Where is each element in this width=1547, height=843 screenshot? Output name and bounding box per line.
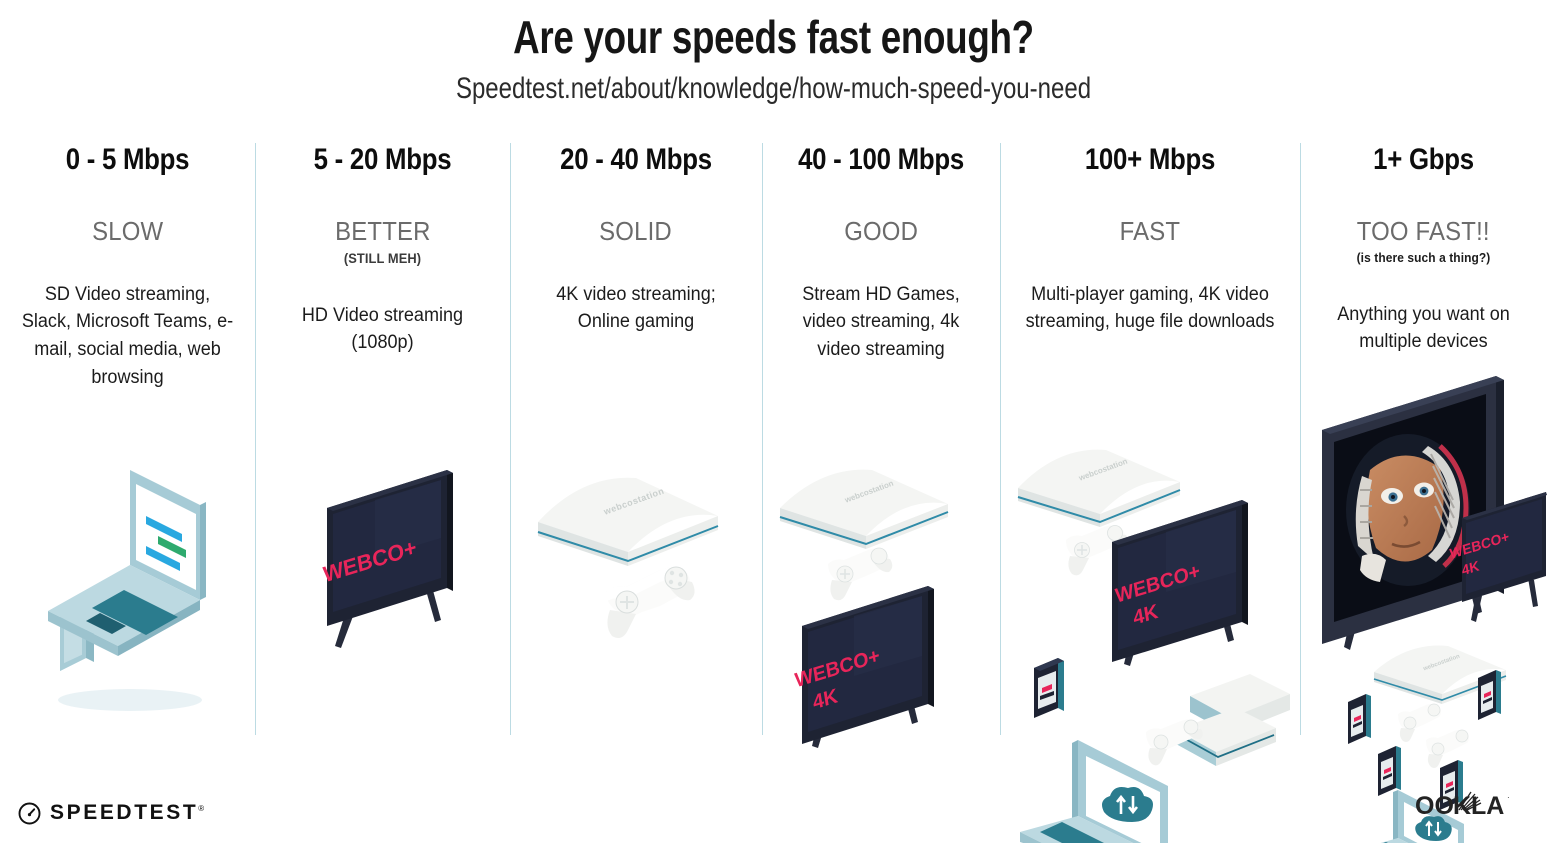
gamepad-icon — [606, 566, 695, 638]
console-tv-svg: webcostation — [779, 469, 949, 748]
rating-label: SLOW — [91, 215, 164, 246]
speed-range-label: 5 - 20 Mbps — [313, 143, 452, 176]
header: Are your speeds fast enough? Speedtest.n… — [0, 0, 1547, 105]
gamepad-icon — [1426, 729, 1469, 768]
rating-label: FAST — [1119, 215, 1181, 246]
rating-block: SOLID — [510, 218, 762, 245]
everything-svg: WEBCO+ 4K webcostation — [1322, 376, 1547, 843]
laptop-base — [48, 565, 200, 656]
usage-description: 4K video streaming; Online gaming — [556, 283, 716, 333]
speedtest-logo[interactable]: SPEEDTEST® — [18, 801, 204, 825]
rating-block: BETTER (STILL MEH) — [255, 218, 510, 266]
speed-range-label: 1+ Gbps — [1373, 143, 1474, 176]
ookla-text-la: LA — [1471, 792, 1504, 820]
column-divider — [1000, 143, 1001, 735]
tv-svg: WEBCO+ — [321, 470, 453, 648]
rating-label: TOO FAST!! — [1357, 215, 1490, 246]
illustration-multi-device: webcostation — [1000, 440, 1300, 843]
usage-description: SD Video streaming, Slack, Microsoft Tea… — [21, 283, 234, 388]
speedtest-trademark: ® — [198, 804, 205, 813]
phone-icon — [1034, 658, 1064, 718]
tv-icon: WEBCO+ 4K — [1112, 500, 1248, 666]
footer: SPEEDTEST® OO K LA · — [0, 773, 1547, 843]
cloud-sync-icon — [1102, 787, 1153, 822]
speed-range-label: 40 - 100 Mbps — [798, 143, 964, 176]
phone-icon — [1440, 760, 1463, 810]
laptop-cloud-icon — [1380, 790, 1464, 843]
speed-tier-column-4: 40 - 100 Mbps GOOD Stream HD Games, vide… — [762, 130, 1000, 750]
multi-device-svg: webcostation — [1017, 449, 1290, 843]
ookla-trademark: · — [1507, 793, 1510, 802]
gamepad-icon — [1398, 703, 1441, 742]
rating-block: SLOW — [0, 218, 255, 245]
rating-block: GOOD — [762, 218, 1000, 245]
tv-icon: WEBCO+ 4K — [793, 586, 934, 748]
usage-description: Anything you want on multiple devices — [1337, 303, 1510, 353]
gamepad-icon — [828, 547, 893, 601]
rating-block: FAST — [1000, 218, 1300, 245]
column-divider — [1300, 143, 1301, 735]
rating-label: GOOD — [844, 215, 918, 246]
ookla-text: OO — [1415, 792, 1454, 820]
illustration-tv: WEBCO+ — [255, 460, 510, 720]
rating-label: SOLID — [599, 215, 673, 246]
speed-range-label: 0 - 5 Mbps — [65, 143, 190, 176]
speedtest-wordmark: SPEEDTEST® — [50, 801, 205, 824]
usage-description: Stream HD Games, video streaming, 4k vid… — [802, 283, 960, 360]
column-divider — [255, 143, 256, 735]
ookla-burst-lines — [1458, 791, 1482, 811]
illustration-everything: WEBCO+ 4K webcostation — [1300, 350, 1547, 843]
illustration-laptop-phone — [0, 450, 255, 730]
rating-sublabel: (STILL MEH) — [343, 249, 422, 266]
laptop-screen — [130, 470, 206, 600]
speed-tier-column-6: 1+ Gbps TOO FAST!! (is there such a thin… — [1300, 130, 1547, 843]
speed-tier-columns: 0 - 5 Mbps SLOW SD Video streaming, Slac… — [0, 130, 1547, 843]
ookla-wordmark: OO K LA · — [1415, 791, 1510, 820]
phone-icon — [1478, 670, 1501, 720]
big-tv-photo-icon — [1322, 376, 1504, 650]
speed-tier-column-1: 0 - 5 Mbps SLOW SD Video streaming, Slac… — [0, 130, 255, 750]
rating-sublabel: (is there such a thing?) — [1356, 249, 1491, 265]
phone-icon — [1348, 694, 1371, 744]
game-console-icon: webcostation — [779, 469, 949, 549]
laptop-phone-svg — [48, 470, 206, 711]
speed-range-label: 100+ Mbps — [1084, 143, 1216, 176]
page-title: Are your speeds fast enough? — [513, 11, 1034, 63]
speed-tier-column-2: 5 - 20 Mbps BETTER (STILL MEH) HD Video … — [255, 130, 510, 750]
laptop-cloud-icon — [1020, 740, 1168, 843]
speedtest-gauge-icon — [18, 802, 41, 824]
phone-icon — [1378, 746, 1401, 796]
rating-label: BETTER — [334, 215, 431, 246]
illustration-console-gamepad-tv: webcostation — [762, 460, 1000, 780]
game-console-icon: webcostation — [537, 477, 719, 566]
gamepad-icon — [1146, 719, 1203, 766]
box-device-icon — [1176, 674, 1290, 766]
rating-block: TOO FAST!! (is there such a thing?) — [1300, 218, 1547, 265]
usage-description: Multi-player gaming, 4K video streaming,… — [1025, 283, 1275, 333]
usage-description: HD Video streaming (1080p) — [301, 304, 464, 354]
speed-range-label: 20 - 40 Mbps — [560, 143, 712, 176]
page-subtitle: Speedtest.net/about/knowledge/how-much-s… — [455, 72, 1092, 105]
console-gamepad-svg: webcostation — [537, 477, 719, 638]
game-console-icon: webcostation — [1017, 449, 1181, 527]
illustration-console-gamepad: webcostation — [510, 460, 762, 720]
column-divider — [762, 143, 763, 735]
speed-tier-column-3: 20 - 40 Mbps SOLID 4K video streaming; O… — [510, 130, 762, 750]
tv-icon: WEBCO+ — [321, 470, 453, 648]
cloud-sync-icon — [1415, 816, 1452, 841]
tv-brand-text-line2: 4K — [1461, 557, 1481, 578]
ookla-logo[interactable]: OO K LA · — [1415, 790, 1521, 825]
speed-tier-column-5: 100+ Mbps FAST Multi-player gaming, 4K v… — [1000, 130, 1300, 843]
column-divider — [510, 143, 511, 735]
